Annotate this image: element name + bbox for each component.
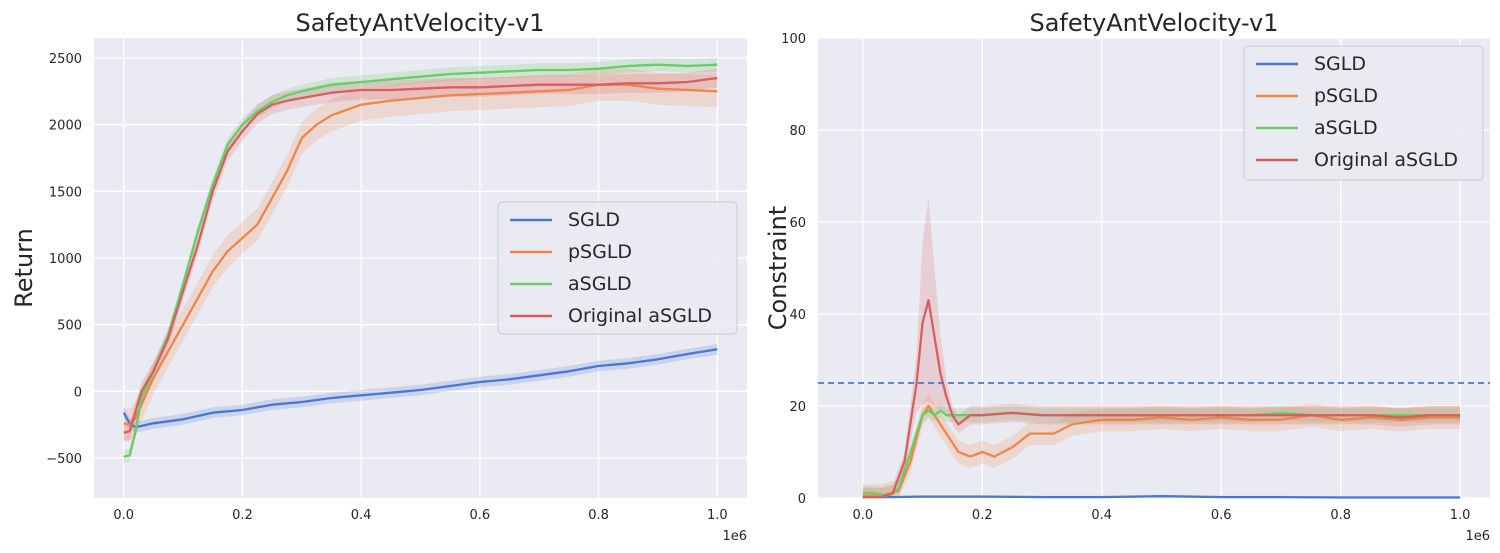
return-legend-label-psgld: pSGLD (568, 241, 632, 263)
return-x-offset-label: 1e6 (722, 529, 747, 544)
return-y-tick-label: 2000 (49, 119, 82, 134)
return-series-original-asgld (123, 76, 718, 434)
constraint-band-original-asgld (862, 199, 1461, 498)
return-y-tick-label: 2500 (49, 52, 82, 67)
constraint-y-axis-label: Constraint (764, 206, 792, 330)
constraint-x-tick-label: 1.0 (1450, 508, 1471, 523)
constraint-legend-label-sgld: SGLD (1314, 53, 1366, 75)
constraint-chart-title: SafetyAntVelocity-v1 (1029, 9, 1278, 37)
return-chart: 0.0 0.2 0.4 0.6 0.8 1.0 −500 0 500 1000 1500 2000 25… (10, 9, 747, 544)
return-y-tick-label: 0 (74, 385, 82, 400)
return-legend-label-original-asgld: Original aSGLD (568, 305, 712, 327)
return-x-tick-label: 0.8 (588, 508, 609, 523)
return-x-tick-label: 0.6 (470, 508, 491, 523)
return-legend-frame (497, 201, 738, 335)
return-legend-label-asgld: aSGLD (568, 273, 632, 295)
constraint-legend: SGLD pSGLD aSGLD Original aSGLD (1243, 45, 1484, 181)
constraint-x-tick-label: 0.2 (972, 508, 993, 523)
constraint-legend-label-psgld: pSGLD (1314, 85, 1378, 107)
return-series-psgld (123, 83, 718, 426)
constraint-x-tick-label: 0.0 (852, 508, 873, 523)
constraint-legend-frame (1243, 45, 1484, 181)
constraint-y-tick-label: 20 (789, 400, 806, 415)
constraint-x-tick-label: 0.4 (1091, 508, 1112, 523)
return-series-sgld (122, 348, 718, 429)
constraint-y-tick-label: 100 (781, 32, 806, 47)
constraint-series-sgld (862, 495, 1461, 499)
return-legend: SGLD pSGLD aSGLD Original aSGLD (497, 201, 738, 335)
constraint-x-tick-label: 0.6 (1211, 508, 1232, 523)
return-legend-label-sgld: SGLD (568, 209, 620, 231)
return-chart-title: SafetyAntVelocity-v1 (295, 9, 544, 37)
constraint-y-tick-label: 0 (798, 492, 806, 507)
constraint-chart: 0.0 0.2 0.4 0.6 0.8 1.0 0 20 40 60 80 100 SafetyAnt… (764, 9, 1490, 544)
return-y-tick-label: 500 (57, 319, 82, 334)
return-band-sgld (123, 344, 718, 433)
return-y-axis-label: Return (10, 228, 38, 308)
return-y-tick-label: 1500 (49, 185, 82, 200)
constraint-x-tick-label: 0.8 (1330, 508, 1351, 523)
constraint-y-tick-label: 60 (789, 216, 806, 231)
return-x-tick-label: 0.2 (232, 508, 253, 523)
constraint-legend-label-original-asgld: Original aSGLD (1314, 149, 1458, 171)
constraint-y-tick-label: 40 (789, 308, 806, 323)
constraint-band-psgld (862, 394, 1461, 498)
constraint-legend-label-asgld: aSGLD (1314, 117, 1378, 139)
constraint-x-offset-label: 1e6 (1465, 529, 1490, 544)
return-x-tick-label: 1.0 (707, 508, 728, 523)
constraint-series-original-asgld (862, 299, 1461, 499)
return-y-tick-label: 1000 (49, 252, 82, 267)
return-x-tick-label: 0.0 (113, 508, 134, 523)
constraint-y-tick-label: 80 (789, 124, 806, 139)
return-y-tick-label: −500 (46, 452, 82, 467)
return-x-tick-label: 0.4 (351, 508, 372, 523)
